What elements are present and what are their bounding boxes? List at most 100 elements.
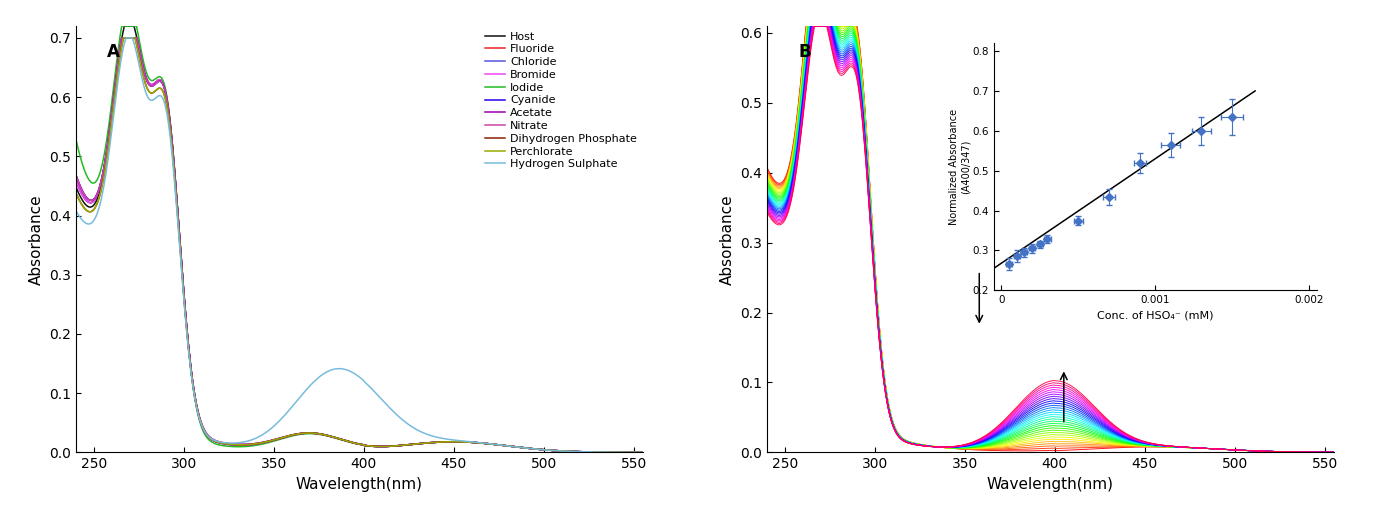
Legend: Host, Fluoride, Chloride, Bromide, Iodide, Cyanide, Acetate, Nitrate, Dihydrogen: Host, Fluoride, Chloride, Bromide, Iodid… bbox=[485, 32, 637, 170]
Hydrogen Sulphate bbox=[402, 423, 419, 430]
Line: Dihydrogen Phosphate: Dihydrogen Phosphate bbox=[76, 38, 652, 452]
Cyanide bbox=[504, 444, 521, 450]
Perchlorate bbox=[68, 190, 84, 196]
Perchlorate bbox=[104, 122, 120, 128]
Line: Hydrogen Sulphate: Hydrogen Sulphate bbox=[76, 38, 652, 452]
Chloride bbox=[113, 35, 130, 41]
Cyanide bbox=[402, 441, 419, 448]
Cyanide bbox=[113, 35, 130, 41]
Dihydrogen Phosphate bbox=[115, 35, 131, 41]
Nitrate bbox=[417, 440, 434, 446]
Perchlorate bbox=[435, 439, 452, 445]
Iodide bbox=[68, 137, 84, 143]
Iodide bbox=[417, 440, 434, 446]
Fluoride bbox=[417, 440, 434, 446]
Hydrogen Sulphate bbox=[417, 431, 434, 437]
Perchlorate bbox=[644, 449, 661, 456]
Dihydrogen Phosphate bbox=[417, 440, 434, 446]
Dihydrogen Phosphate bbox=[564, 448, 580, 454]
Line: Fluoride: Fluoride bbox=[76, 38, 652, 452]
Nitrate bbox=[68, 172, 84, 178]
Nitrate bbox=[113, 35, 130, 41]
Hydrogen Sulphate bbox=[117, 35, 134, 41]
Chloride bbox=[435, 439, 452, 445]
Hydrogen Sulphate bbox=[504, 444, 521, 450]
Bromide bbox=[564, 448, 580, 454]
Perchlorate bbox=[115, 35, 131, 41]
Host bbox=[104, 116, 120, 122]
Bromide bbox=[104, 113, 120, 120]
Perchlorate bbox=[564, 448, 580, 454]
Bromide bbox=[504, 444, 521, 450]
Line: Perchlorate: Perchlorate bbox=[76, 38, 652, 452]
Perchlorate bbox=[504, 444, 521, 450]
Hydrogen Sulphate bbox=[435, 435, 452, 441]
Cyanide bbox=[104, 113, 120, 120]
Line: Host: Host bbox=[76, 26, 652, 452]
Host bbox=[435, 439, 452, 445]
Dihydrogen Phosphate bbox=[644, 449, 661, 456]
Fluoride bbox=[644, 449, 661, 456]
Perchlorate bbox=[417, 440, 434, 446]
Chloride bbox=[402, 441, 419, 448]
Hydrogen Sulphate bbox=[104, 131, 120, 137]
Text: A: A bbox=[108, 43, 120, 61]
Bromide bbox=[68, 178, 84, 184]
Iodide bbox=[113, 23, 130, 29]
Dihydrogen Phosphate bbox=[68, 190, 84, 196]
Acetate bbox=[113, 35, 130, 41]
Iodide bbox=[644, 449, 661, 456]
Dihydrogen Phosphate bbox=[435, 439, 452, 445]
Cyanide bbox=[644, 449, 661, 456]
Acetate bbox=[435, 439, 452, 445]
Nitrate bbox=[435, 439, 452, 445]
Iodide bbox=[504, 444, 521, 450]
Nitrate bbox=[644, 449, 661, 456]
Dihydrogen Phosphate bbox=[504, 444, 521, 450]
Line: Cyanide: Cyanide bbox=[76, 38, 652, 452]
Chloride bbox=[68, 178, 84, 184]
Host bbox=[564, 448, 580, 454]
Perchlorate bbox=[402, 441, 419, 448]
Cyanide bbox=[68, 172, 84, 178]
Line: Iodide: Iodide bbox=[76, 26, 652, 452]
Fluoride bbox=[402, 441, 419, 448]
Nitrate bbox=[504, 444, 521, 450]
Hydrogen Sulphate bbox=[644, 449, 661, 456]
Line: Acetate: Acetate bbox=[76, 38, 652, 452]
Acetate bbox=[68, 172, 84, 178]
Host bbox=[417, 440, 434, 446]
Acetate bbox=[402, 441, 419, 448]
Fluoride bbox=[113, 35, 130, 41]
Host bbox=[504, 444, 521, 450]
Iodide bbox=[104, 103, 120, 109]
Chloride bbox=[417, 440, 434, 446]
Dihydrogen Phosphate bbox=[104, 122, 120, 128]
Acetate bbox=[104, 113, 120, 120]
Fluoride bbox=[68, 178, 84, 184]
Line: Bromide: Bromide bbox=[76, 38, 652, 452]
Bromide bbox=[644, 449, 661, 456]
Hydrogen Sulphate bbox=[564, 448, 580, 454]
Iodide bbox=[402, 441, 419, 448]
Y-axis label: Absorbance: Absorbance bbox=[720, 194, 735, 284]
Dihydrogen Phosphate bbox=[402, 441, 419, 448]
Line: Chloride: Chloride bbox=[76, 38, 652, 452]
Cyanide bbox=[435, 439, 452, 445]
Chloride bbox=[504, 444, 521, 450]
Bromide bbox=[417, 440, 434, 446]
Host bbox=[402, 441, 419, 448]
Iodide bbox=[435, 439, 452, 445]
Bromide bbox=[402, 441, 419, 448]
Fluoride bbox=[435, 439, 452, 445]
Nitrate bbox=[104, 113, 120, 120]
Acetate bbox=[504, 444, 521, 450]
Fluoride bbox=[104, 113, 120, 120]
Cyanide bbox=[564, 448, 580, 454]
Fluoride bbox=[504, 444, 521, 450]
Y-axis label: Absorbance: Absorbance bbox=[29, 194, 44, 284]
Fluoride bbox=[564, 448, 580, 454]
Host bbox=[68, 184, 84, 190]
Cyanide bbox=[417, 440, 434, 446]
Host bbox=[644, 449, 661, 456]
